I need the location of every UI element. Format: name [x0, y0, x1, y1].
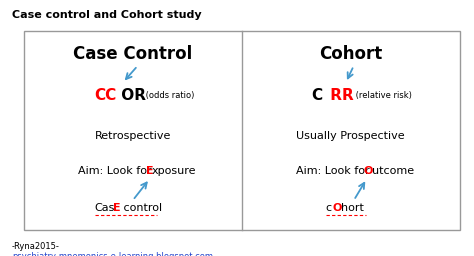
Text: hort: hort: [341, 204, 364, 214]
Text: Aim: Look for: Aim: Look for: [78, 166, 155, 176]
Text: Cas: Cas: [95, 204, 115, 214]
Text: utcome: utcome: [372, 166, 414, 176]
Text: RR: RR: [325, 88, 354, 103]
Bar: [24, 31, 460, 230]
Text: c: c: [326, 204, 332, 214]
Text: O: O: [364, 166, 373, 176]
Text: Cohort: Cohort: [319, 45, 383, 63]
Text: E: E: [146, 166, 154, 176]
Text: E: E: [113, 204, 120, 214]
Text: O: O: [333, 204, 342, 214]
Text: psychiatry-mnemonics-e-learning.blogspot.com: psychiatry-mnemonics-e-learning.blogspot…: [12, 252, 213, 256]
Text: Aim: Look for: Aim: Look for: [296, 166, 373, 176]
Text: C: C: [311, 88, 322, 103]
Text: CC: CC: [95, 88, 117, 103]
Text: control: control: [120, 204, 162, 214]
Text: OR: OR: [116, 88, 146, 103]
Text: Case Control: Case Control: [73, 45, 192, 63]
Text: xposure: xposure: [152, 166, 196, 176]
Text: (odds ratio): (odds ratio): [143, 91, 194, 100]
Text: Case control and Cohort study: Case control and Cohort study: [12, 10, 201, 20]
Text: Retrospective: Retrospective: [94, 131, 171, 141]
Text: (relative risk): (relative risk): [353, 91, 411, 100]
Text: Usually Prospective: Usually Prospective: [296, 131, 405, 141]
Text: -Ryna2015-: -Ryna2015-: [12, 242, 60, 251]
